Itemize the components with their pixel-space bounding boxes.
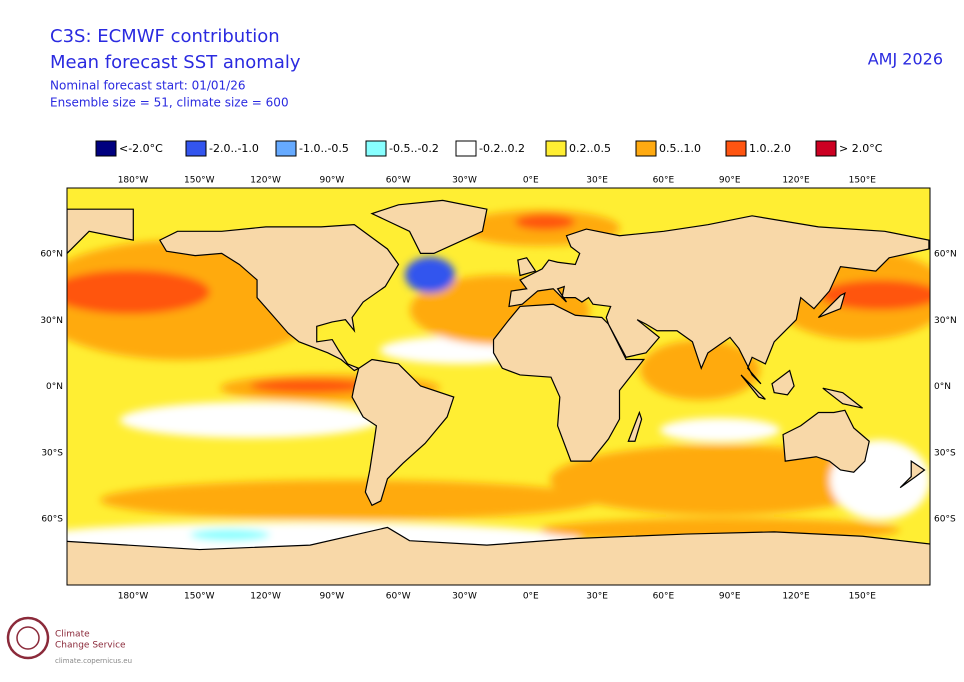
lon-label: 120°E (782, 592, 810, 602)
lon-label: 90°W (319, 592, 344, 602)
map (67, 188, 930, 585)
landmass (517, 257, 537, 277)
lon-label: 150°E (849, 592, 877, 602)
lon-label: 60°W (386, 592, 411, 602)
legend-label: -0.5..-0.2 (389, 142, 439, 155)
legend-label: 0.2..0.5 (569, 142, 611, 155)
logo-text: Change Service (55, 641, 126, 651)
landmass (158, 224, 400, 372)
landmass (817, 292, 846, 319)
forecast-start: Nominal forecast start: 01/01/26 (50, 79, 246, 93)
legend-label: -1.0..-0.5 (299, 142, 349, 155)
legend-swatch (725, 140, 747, 157)
lon-label: 90°W (319, 176, 344, 186)
lon-label: 30°E (586, 176, 608, 186)
landmass (782, 409, 870, 473)
legend-swatch (815, 140, 837, 157)
lon-label: 180°W (118, 592, 149, 602)
lon-label: 0°E (523, 176, 539, 186)
landmass (740, 374, 766, 400)
lat-label: 30°S (934, 448, 956, 458)
landmass (370, 199, 488, 254)
legend: <-2.0°C -2.0..-1.0 -1.0..-0.5 -0.5..-0.2 -0.… (95, 140, 883, 157)
lon-label: 60°E (653, 592, 675, 602)
landmass (492, 303, 646, 462)
logo: Climate Change Service climate.copernicu… (6, 616, 132, 665)
legend-label: 0.5..1.0 (659, 142, 701, 155)
landmass (351, 358, 455, 507)
legend-swatch (365, 140, 387, 157)
logo-mark (16, 626, 40, 650)
title: C3S: ECMWF contribution (50, 26, 280, 47)
lat-label: 0°N (46, 382, 63, 392)
ensemble-size: Ensemble size = 51, climate size = 600 (50, 96, 289, 110)
logo-url: climate.copernicus.eu (55, 657, 132, 665)
landmass (67, 208, 134, 255)
lon-label: 120°W (250, 592, 281, 602)
landmass (508, 215, 930, 385)
lat-label: 30°S (41, 448, 63, 458)
lon-label: 30°E (586, 592, 608, 602)
land (67, 199, 930, 585)
legend-label: -0.2..0.2 (479, 142, 525, 155)
legend-label: -2.0..-1.0 (209, 142, 259, 155)
legend-swatch (545, 140, 567, 157)
lat-label: 60°N (40, 250, 63, 260)
legend-label: 1.0..2.0 (749, 142, 791, 155)
lat-label: 60°N (934, 250, 957, 260)
lon-label: 120°W (250, 176, 281, 186)
lon-label: 90°E (719, 592, 741, 602)
map-frame (66, 187, 931, 586)
legend-label: > 2.0°C (839, 142, 883, 155)
lon-label: 30°W (452, 592, 477, 602)
lon-label: 0°E (523, 592, 539, 602)
lon-label: 150°W (184, 176, 215, 186)
landmass (899, 460, 926, 489)
lon-label: 180°W (118, 176, 149, 186)
landmass (627, 410, 643, 442)
lat-label: 0°N (934, 382, 951, 392)
lon-label: 60°E (653, 176, 675, 186)
legend-label: <-2.0°C (119, 142, 163, 155)
subtitle: Mean forecast SST anomaly (50, 52, 301, 73)
lat-label: 30°N (934, 316, 957, 326)
graticule-labels: 180°W 180°W 150°W 150°W 120°W 120°W 90°W 90°W 60… (40, 176, 956, 602)
legend-swatch (185, 140, 207, 157)
lon-label: 90°E (719, 176, 741, 186)
legend-swatch (275, 140, 297, 157)
lon-label: 150°E (849, 176, 877, 186)
landmass (771, 369, 795, 396)
legend-swatch (95, 140, 117, 157)
lat-label: 60°S (934, 515, 956, 525)
logo-mark (6, 616, 50, 660)
legend-swatch (635, 140, 657, 157)
landmass (822, 387, 863, 409)
logo-text: Climate (55, 630, 90, 640)
lat-label: 60°S (41, 515, 63, 525)
legend-swatch (455, 140, 477, 157)
lat-label: 30°N (40, 316, 63, 326)
landmass (67, 526, 930, 585)
lon-label: 150°W (184, 592, 215, 602)
lon-label: 120°E (782, 176, 810, 186)
period: AMJ 2026 (868, 50, 943, 69)
lon-label: 60°W (386, 176, 411, 186)
lon-label: 30°W (452, 176, 477, 186)
